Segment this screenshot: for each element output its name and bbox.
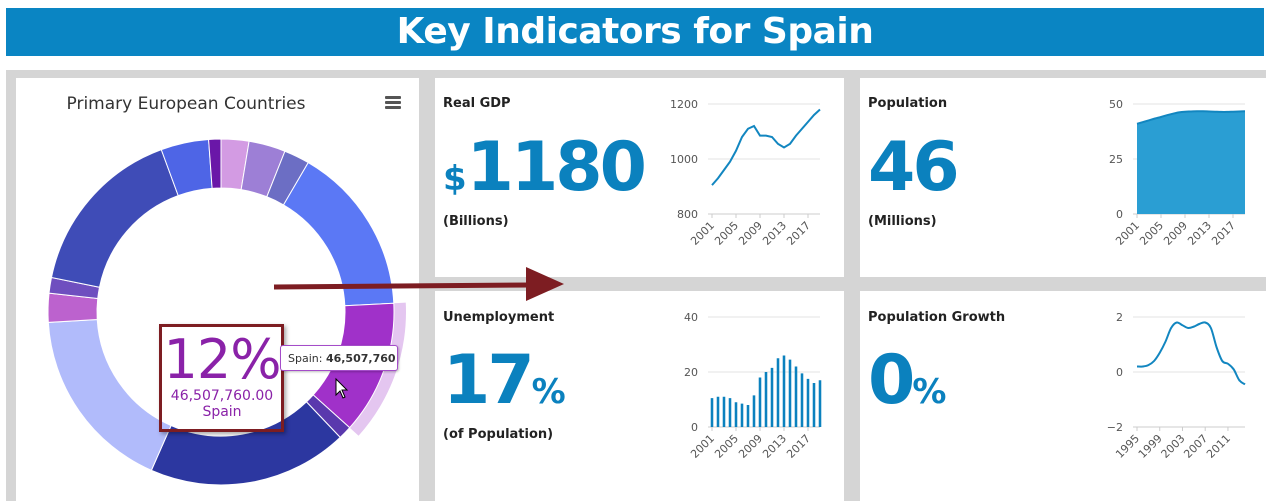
x-tick-label: 2009 <box>1161 219 1190 248</box>
series-line <box>711 108 821 186</box>
bar <box>764 372 768 427</box>
bar <box>776 358 780 427</box>
gdp-card: Real GDP $1180 (Billions) 800 1000 1200 200… <box>435 78 844 277</box>
bar <box>800 373 804 427</box>
bar <box>722 396 726 427</box>
page-title: Key Indicators for Spain <box>396 11 874 52</box>
x-tick-label: 2005 <box>1137 219 1166 248</box>
x-tick-label: 2009 <box>736 432 765 461</box>
unemployment-unit: (of Population) <box>443 427 554 442</box>
bar <box>818 380 822 427</box>
x-tick-label: 2005 <box>712 219 741 248</box>
tooltip-value: 46,507,760 <box>325 352 396 365</box>
highlight-percent: 12% <box>163 328 281 391</box>
y-tick-label: 40 <box>684 311 698 324</box>
y-tick-label: −2 <box>1107 421 1123 434</box>
donut-slice[interactable] <box>47 318 172 472</box>
bar <box>734 402 738 427</box>
x-tick-label: 2001 <box>1113 219 1142 248</box>
x-tick-label: 1999 <box>1136 432 1165 461</box>
bar <box>710 398 714 427</box>
highlight-country: Spain <box>202 404 242 420</box>
highlight-callout-box <box>159 324 284 432</box>
highlight-value: 46,507,760.00 <box>170 388 274 404</box>
unemployment-card: Unemployment 17% (of Population) 0 20 40 20… <box>435 291 844 501</box>
donut-chart[interactable] <box>16 78 419 501</box>
series-line <box>1136 110 1246 125</box>
page-banner: Key Indicators for Spain <box>6 8 1264 56</box>
area-fill <box>1137 111 1245 214</box>
unemployment-label: Unemployment <box>443 310 555 325</box>
bar <box>758 377 762 427</box>
bar <box>752 395 756 427</box>
unemployment-value: 17 <box>443 341 535 420</box>
population-growth-value-group: 0% <box>868 341 946 432</box>
y-tick-label: 0 <box>691 421 698 434</box>
y-tick-label: 800 <box>677 208 698 221</box>
population-growth-value: 0 <box>868 341 915 420</box>
unemployment-value-group: 17% <box>443 341 566 432</box>
population-unit: (Millions) <box>868 214 937 229</box>
bar <box>812 383 816 427</box>
x-tick-label: 2017 <box>784 219 813 248</box>
bar <box>716 396 720 427</box>
gdp-label: Real GDP <box>443 96 511 111</box>
bar <box>770 367 774 427</box>
y-tick-label: 2 <box>1116 311 1123 324</box>
hamburger-menu-icon[interactable] <box>385 96 401 109</box>
donut-slice[interactable] <box>208 138 222 189</box>
x-tick-label: 2009 <box>736 219 765 248</box>
x-tick-label: 2007 <box>1181 432 1210 461</box>
bar <box>740 403 744 427</box>
population-label: Population <box>868 96 948 111</box>
donut-slice[interactable] <box>282 161 395 307</box>
x-tick-label: 2013 <box>1185 219 1214 248</box>
x-tick-label: 1995 <box>1113 432 1142 461</box>
x-tick-label: 2005 <box>712 432 741 461</box>
slice-tooltip: Spain: 46,507,760 <box>280 345 398 371</box>
population-growth-label: Population Growth <box>868 310 1006 325</box>
y-tick-label: 50 <box>1109 98 1123 111</box>
bar <box>746 405 750 427</box>
x-tick-label: 2001 <box>688 219 717 248</box>
x-tick-label: 2001 <box>688 432 717 461</box>
x-tick-label: 2013 <box>760 432 789 461</box>
y-tick-label: 1000 <box>670 153 698 166</box>
bar <box>788 359 792 427</box>
bar <box>782 355 786 427</box>
donut-chart-panel: Primary European Countries 12% 46,507,76… <box>16 78 419 501</box>
x-tick-label: 2017 <box>784 432 813 461</box>
y-tick-label: 25 <box>1109 153 1123 166</box>
x-tick-label: 2003 <box>1159 432 1188 461</box>
bar <box>728 398 732 427</box>
gdp-value-group: $1180 <box>443 128 647 219</box>
unemployment-percent-sign: % <box>531 372 566 412</box>
population-growth-card: Population Growth 0% −2 0 2 1995 1999 2003 200… <box>860 291 1266 501</box>
x-tick-label: 2013 <box>760 219 789 248</box>
y-tick-label: 1200 <box>670 98 698 111</box>
dashboard-board: Primary European Countries 12% 46,507,76… <box>6 70 1266 501</box>
bar <box>794 366 798 427</box>
y-tick-label: 20 <box>684 366 698 379</box>
gdp-currency: $ <box>443 159 467 199</box>
donut-slice[interactable] <box>50 148 179 288</box>
population-growth-percent-sign: % <box>912 372 947 412</box>
y-tick-label: 0 <box>1116 366 1123 379</box>
x-tick-label: 2011 <box>1204 432 1233 461</box>
gdp-value: 1180 <box>466 128 647 207</box>
bar <box>806 378 810 427</box>
donut-chart-title: Primary European Countries <box>66 94 306 114</box>
series-line <box>1136 321 1246 386</box>
population-value: 46 <box>868 128 960 207</box>
population-card: Population 46 (Millions) 0 25 50 2001 2005 20… <box>860 78 1266 277</box>
x-tick-label: 2017 <box>1209 219 1238 248</box>
gdp-unit: (Billions) <box>443 214 509 229</box>
y-tick-label: 0 <box>1116 208 1123 221</box>
tooltip-label: Spain: <box>288 352 326 365</box>
